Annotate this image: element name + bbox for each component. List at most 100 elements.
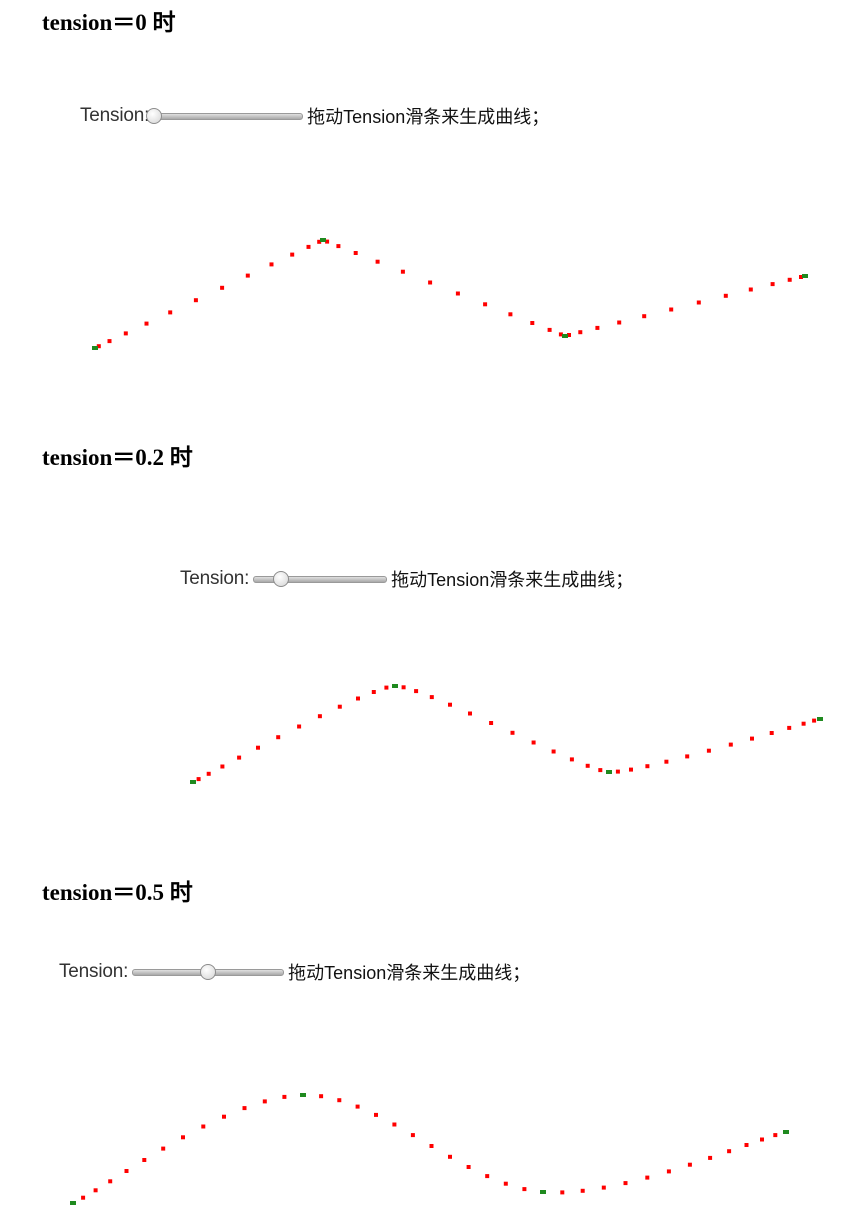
control-point — [562, 334, 568, 338]
curve-dot — [629, 767, 633, 772]
curve-dot — [384, 685, 389, 690]
curve-dot — [401, 685, 406, 690]
curve-dot — [801, 721, 806, 726]
curve-dot — [428, 280, 433, 285]
curve-dot — [642, 314, 647, 319]
curve-dot — [161, 1146, 166, 1151]
tension-slider[interactable] — [253, 571, 388, 587]
curve-dot — [262, 1099, 267, 1104]
curve-dot — [510, 730, 515, 735]
curve-dot — [220, 285, 225, 290]
curve-dot — [696, 300, 701, 305]
curve-dot — [551, 749, 556, 754]
curve-dot — [355, 1104, 360, 1109]
curve-dot — [773, 1133, 778, 1138]
curve-dot — [750, 736, 754, 741]
slider-label: Tension: — [180, 568, 250, 589]
curve-dot — [196, 777, 201, 782]
tension-slider[interactable] — [132, 964, 285, 980]
curve-dot — [429, 1144, 434, 1148]
control-point — [320, 238, 326, 242]
curve-dot — [282, 1094, 287, 1099]
curve-dot — [392, 1122, 397, 1127]
tension-slider[interactable] — [146, 108, 304, 124]
slider-hint: 拖动Tension滑条来生成曲线； — [288, 963, 531, 983]
curve-dot — [353, 251, 358, 255]
curve-dot — [181, 1135, 185, 1140]
curve-dot — [547, 327, 552, 332]
curve-dot — [193, 298, 198, 303]
curve-dot — [168, 310, 173, 315]
slider-thumb[interactable] — [200, 964, 217, 980]
control-point — [783, 1130, 789, 1134]
curve-dot — [220, 764, 225, 769]
control-point — [540, 1190, 546, 1194]
curve-dot — [522, 1187, 527, 1192]
curve-dot — [276, 735, 281, 740]
curve-dot — [530, 321, 535, 325]
section-heading: tension＝0.5 时 — [42, 880, 193, 905]
curve-dot — [123, 331, 128, 336]
curve-dot — [569, 757, 574, 762]
control-point — [817, 717, 823, 721]
slider-hint: 拖动Tension滑条来生成曲线； — [391, 570, 634, 590]
control-point — [92, 346, 98, 350]
curve-canvas — [70, 1093, 789, 1205]
curve-dot — [666, 1169, 671, 1174]
curve-dot — [706, 748, 711, 753]
curve-dot — [319, 1094, 324, 1099]
curve-dot — [787, 725, 792, 730]
slider-hint: 拖动Tension滑条来生成曲线； — [307, 107, 550, 127]
curve-canvas — [190, 684, 823, 784]
curve-dot — [410, 1133, 415, 1138]
slider-thumb[interactable] — [272, 571, 289, 587]
curve-dot — [317, 714, 322, 719]
curve-dot — [567, 333, 571, 337]
curve-dot — [337, 1098, 342, 1103]
curve-dot — [269, 262, 274, 267]
curve-dot — [429, 695, 434, 700]
control-point — [606, 770, 612, 774]
curve-dot — [770, 282, 775, 287]
curve-dot — [601, 1185, 606, 1190]
curve-dot — [685, 754, 690, 759]
curve-dot — [531, 740, 536, 745]
curve-dot — [414, 689, 419, 694]
curve-dot — [799, 275, 803, 279]
curve-dot — [107, 339, 112, 344]
curve-dot — [242, 1106, 247, 1111]
curve-dot — [290, 252, 295, 257]
curve-dot — [124, 1169, 129, 1173]
curve-dot — [687, 1162, 692, 1167]
curve-dot — [598, 768, 603, 773]
curve-dot — [375, 259, 380, 264]
curve-dot — [503, 1181, 508, 1186]
curve-dot — [455, 291, 460, 296]
control-point — [300, 1093, 306, 1097]
curve-dot — [93, 1188, 98, 1193]
curve-dot — [787, 277, 792, 282]
curve-dot — [144, 321, 149, 326]
curve-dot — [617, 320, 622, 325]
curve-dot — [337, 704, 342, 709]
curve-dot — [645, 1175, 650, 1180]
curve-dot — [256, 745, 260, 750]
curve-dot — [508, 312, 513, 317]
slider-thumb[interactable] — [146, 108, 163, 124]
curve-dot — [206, 771, 211, 776]
curve-dot — [585, 763, 590, 768]
curve-dot — [708, 1155, 713, 1160]
curve-dot — [371, 690, 376, 694]
curve-dot — [769, 731, 774, 735]
curve-dot — [723, 293, 728, 298]
slider-label: Tension: — [59, 961, 129, 982]
curve-dot — [297, 724, 302, 729]
tension-control: Tension: 拖动Tension滑条来生成曲线； — [80, 103, 549, 129]
curve-dot — [356, 696, 360, 701]
curve-dot — [615, 769, 620, 774]
curve-dot — [578, 330, 583, 335]
curve-dot — [448, 702, 452, 707]
curve-dot — [558, 332, 563, 337]
section-heading: tension＝0.2 时 — [42, 445, 193, 470]
curve-dot — [760, 1137, 764, 1142]
